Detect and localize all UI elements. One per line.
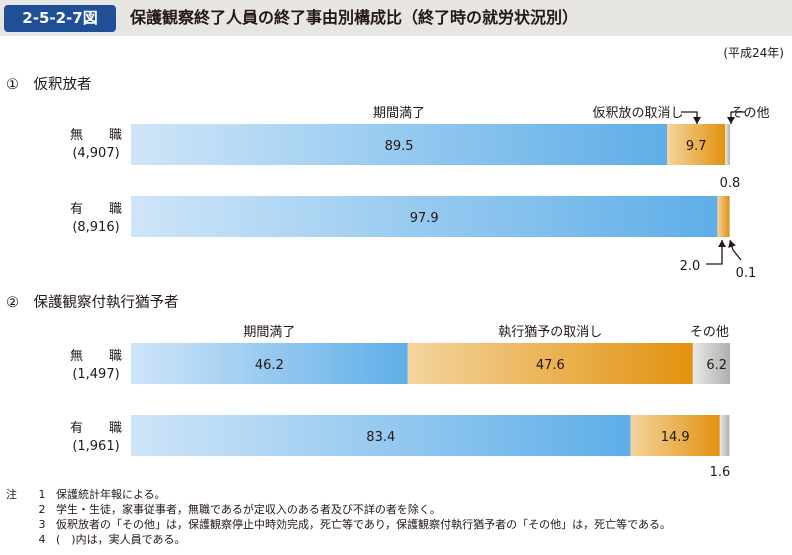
data-label: 14.9 — [661, 430, 690, 445]
bar-segment-other — [719, 415, 730, 456]
row-name: 有 職 — [69, 202, 122, 217]
data-label: 9.7 — [686, 139, 707, 154]
note-3: 3 仮釈放者の「その他」は，保護観察停止中時効完成，死亡等であり，保護観察付執行猶… — [38, 518, 672, 531]
note-2: 2 学生・生徒，家事従事者，無職であるが定収入のある者及び不詳の者を除く。 — [38, 503, 441, 516]
notes: 注 1 保護統計年報による。 2 学生・生徒，家事従事者，無職であるが定収入のある者及… — [6, 487, 671, 547]
data-label-revocation: 2.0 — [680, 259, 701, 274]
series-label-expiry: 期間満了 — [373, 106, 425, 121]
arrow-revocation-employed-head — [718, 240, 726, 247]
bar-segment-expiry — [131, 196, 718, 237]
bar-segment-revocation — [717, 196, 730, 237]
row-label-unemployed-probation: 無 職 (1,497) — [48, 348, 144, 384]
section-title-parolees: ① 仮釈放者 — [6, 77, 92, 93]
note-4: 4( )内は，実人員である。 — [38, 533, 186, 546]
arrow-other-employed-head — [728, 240, 736, 248]
data-label-other: 1.6 — [710, 465, 731, 480]
bar-segment-other — [725, 124, 730, 165]
row-name: 無 職 — [69, 349, 122, 364]
bar-segment-revocation — [667, 124, 726, 165]
header-bar: 2-5-2-7図 保護観察終了人員の終了事由別構成比（終了時の就労状況別） — [0, 0, 792, 36]
year-label: (平成24年) — [723, 46, 784, 60]
bar-segment-expiry — [131, 415, 631, 456]
series-label-revocation: 仮釈放の取消し — [592, 106, 683, 121]
row-count: (4,907) — [72, 146, 120, 161]
data-label-other: 0.8 — [720, 176, 741, 191]
bar-segment-revocation — [407, 343, 693, 384]
data-label: 47.6 — [536, 358, 565, 373]
row-label-employed-probation: 有 職 (1,961) — [48, 420, 144, 456]
arrow-revocation-employed — [706, 240, 723, 265]
bar-segment-revocation — [630, 415, 720, 456]
row-count: (1,497) — [72, 367, 120, 382]
series-label-expiry: 期間満了 — [243, 325, 295, 340]
bar-segment-other — [692, 343, 730, 384]
row-name: 有 職 — [69, 421, 122, 436]
row-count: (8,916) — [72, 220, 120, 235]
data-label-other: 0.1 — [736, 266, 757, 281]
data-label: 83.4 — [366, 430, 395, 445]
section-title-probation: ② 保護観察付執行猶予者 — [6, 295, 179, 311]
series-label-revocation: 執行猶予の取消し — [498, 324, 602, 340]
row-name: 無 職 — [69, 128, 122, 143]
bar-segment-expiry — [131, 343, 408, 384]
arrow-other-head — [727, 117, 735, 124]
note-1: 注 1 保護統計年報による。 — [6, 488, 166, 501]
figure-title: 保護観察終了人員の終了事由別構成比（終了時の就労状況別） — [130, 8, 579, 27]
series-label-other: その他 — [690, 325, 729, 340]
figure-number-badge: 2-5-2-7図 — [4, 5, 116, 32]
row-count: (1,961) — [72, 439, 120, 454]
data-label: 46.2 — [255, 358, 284, 373]
data-label: 97.9 — [410, 211, 439, 226]
row-label-employed-parole: 有 職 (8,916) — [48, 201, 144, 237]
bar-segment-other — [729, 196, 730, 237]
series-label-other: その他 — [730, 106, 769, 121]
bar-segment-expiry — [131, 124, 668, 165]
arrow-revocation-head — [693, 117, 701, 124]
data-label: 6.2 — [706, 358, 727, 373]
data-label: 89.5 — [385, 139, 414, 154]
row-label-unemployed-parole: 無 職 (4,907) — [48, 127, 144, 163]
